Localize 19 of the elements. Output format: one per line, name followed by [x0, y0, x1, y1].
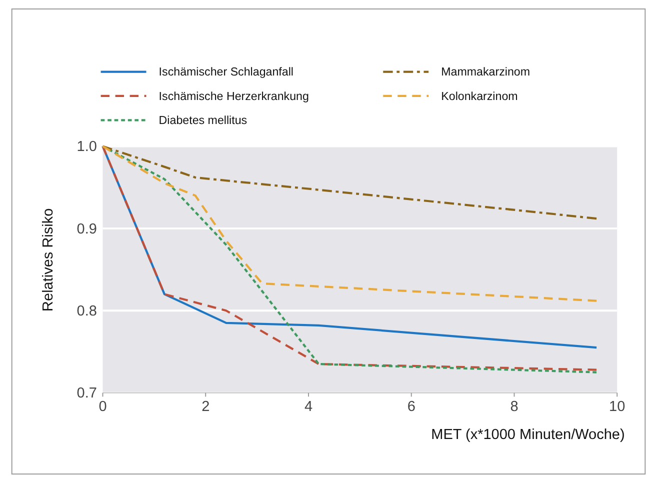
y-tick-label: 1.0: [76, 139, 97, 156]
y-axis-title: Relatives Risiko: [40, 208, 56, 312]
x-tick-label: 2: [202, 399, 210, 416]
legend-label: Mammakarzinom: [441, 66, 530, 79]
legend-label: Ischämische Herzerkrankung: [158, 90, 309, 103]
legend-label: Kolonkarzinom: [441, 90, 518, 103]
legend-label: Diabetes mellitus: [158, 114, 248, 128]
x-tick-label: 0: [98, 399, 107, 416]
y-tick-label: 0.9: [76, 221, 97, 238]
x-tick-label: 10: [609, 399, 626, 416]
x-tick-label: 6: [407, 399, 416, 416]
x-tick-label: 8: [510, 399, 518, 416]
x-axis-title: MET (x*1000 Minuten/Woche): [431, 427, 625, 444]
line-series: [102, 145, 598, 220]
line-series: [102, 145, 598, 302]
x-tick-label: 4: [304, 399, 313, 416]
y-tick-label: 0.8: [76, 303, 97, 320]
y-tick-label: 0.7: [76, 386, 97, 402]
legend-label: Ischämischer Schlaganfall: [158, 66, 294, 79]
